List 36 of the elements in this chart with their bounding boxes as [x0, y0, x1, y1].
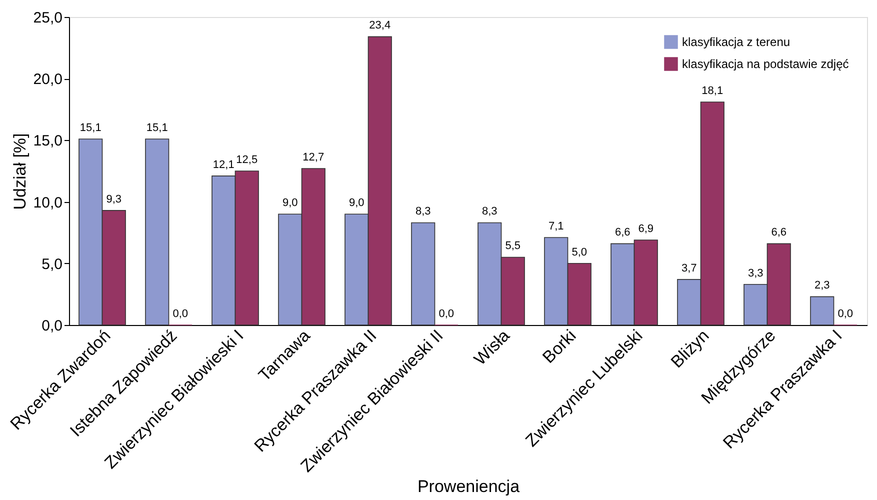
y-tick-label: 10,0 — [33, 194, 62, 212]
data-label: 2,3 — [814, 280, 830, 292]
data-label: 6,6 — [614, 226, 630, 239]
x-axis-title: Proweniencja — [417, 477, 520, 496]
data-label: 3,3 — [748, 267, 764, 280]
data-label: 23,4 — [369, 20, 391, 32]
data-label: 8,3 — [482, 206, 498, 218]
data-label: 6,6 — [771, 226, 787, 239]
legend-label: klasyfikacja z terenu — [682, 35, 790, 49]
data-label: 7,1 — [548, 220, 564, 233]
data-label: 9,0 — [348, 197, 364, 210]
data-label: 12,1 — [212, 158, 234, 171]
y-tick-label: 5,0 — [42, 256, 62, 273]
data-label: 12,7 — [302, 152, 324, 164]
data-label: 5,5 — [505, 240, 521, 252]
data-label: 0,0 — [438, 308, 454, 320]
data-label: 8,3 — [415, 206, 431, 218]
bar — [411, 222, 436, 326]
data-label: 0,0 — [838, 308, 854, 320]
legend-label: klasyfikacja na podstawie zdjęć — [682, 57, 849, 71]
data-label: 5,0 — [572, 246, 588, 258]
data-label: 0,0 — [172, 308, 188, 320]
y-tick-label: 15,0 — [33, 132, 62, 150]
y-tick-label: 25,0 — [33, 10, 62, 26]
data-label: 6,9 — [638, 222, 654, 235]
data-label: 15,1 — [146, 122, 168, 134]
data-label: 15,1 — [80, 122, 102, 134]
data-label: 3,7 — [681, 262, 697, 274]
data-label: 9,3 — [106, 193, 122, 206]
data-label: 12,5 — [236, 154, 258, 166]
y-axis-title: Udział [%] — [10, 133, 30, 210]
bar — [810, 296, 834, 326]
data-label: 9,0 — [282, 197, 298, 210]
data-label: 18,1 — [702, 85, 724, 98]
bar — [145, 138, 170, 326]
y-tick-label: 20,0 — [33, 71, 62, 88]
